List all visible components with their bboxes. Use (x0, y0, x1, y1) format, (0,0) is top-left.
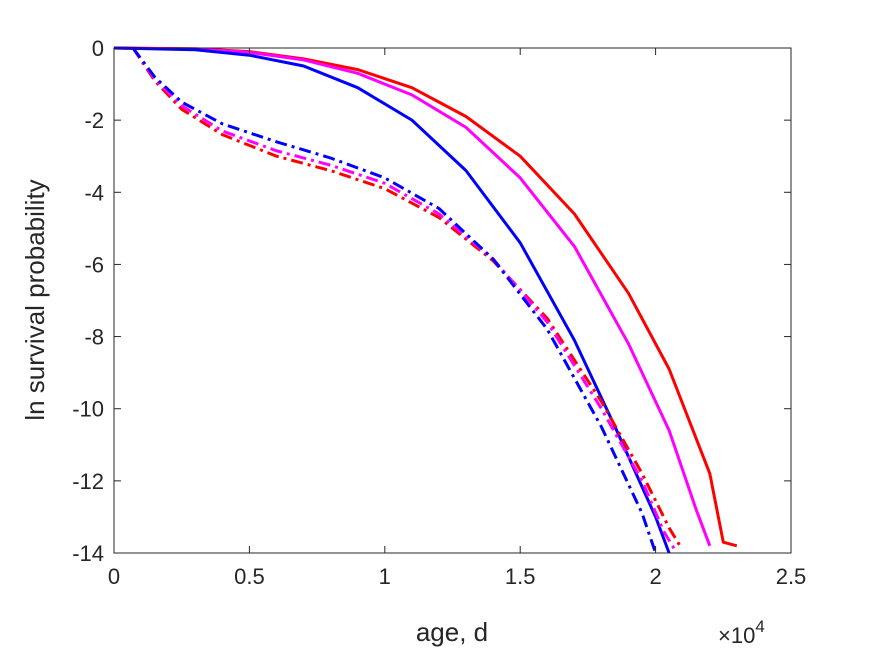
x-axis-label: age, d (416, 617, 488, 647)
x-exponent-power: 4 (755, 617, 764, 636)
x-tick-label: 1.5 (505, 564, 536, 589)
series-line-6 (131, 47, 658, 554)
x-tick-label: 2.5 (776, 564, 807, 589)
plot-area (114, 48, 791, 553)
x-axis-exponent: ×104 (718, 617, 765, 648)
series-line-4 (131, 47, 682, 547)
y-tick-label: -10 (72, 397, 104, 422)
x-tick-label: 0.5 (234, 564, 265, 589)
x-tick-label: 2 (649, 564, 661, 589)
tick-layer: 0 0.5 1 1.5 2 2.5 0 -2 -4 -6 -8 -10 -12 -14 (72, 36, 806, 589)
x-exponent-base: ×10 (718, 623, 755, 648)
series-line-5 (131, 47, 676, 551)
x-tick-label: 0 (108, 564, 120, 589)
y-tick-label: -8 (84, 325, 104, 350)
y-axis-label: ln survival probability (20, 179, 50, 420)
x-tick-label: 1 (379, 564, 391, 589)
y-tick-label: -6 (84, 252, 104, 277)
y-tick-label: -2 (84, 108, 104, 133)
y-tick-label: -12 (72, 469, 104, 494)
plot-frame (113, 47, 792, 554)
y-tick-label: -4 (84, 180, 104, 205)
y-tick-label: -14 (72, 541, 104, 566)
y-tick-label: 0 (92, 36, 104, 61)
